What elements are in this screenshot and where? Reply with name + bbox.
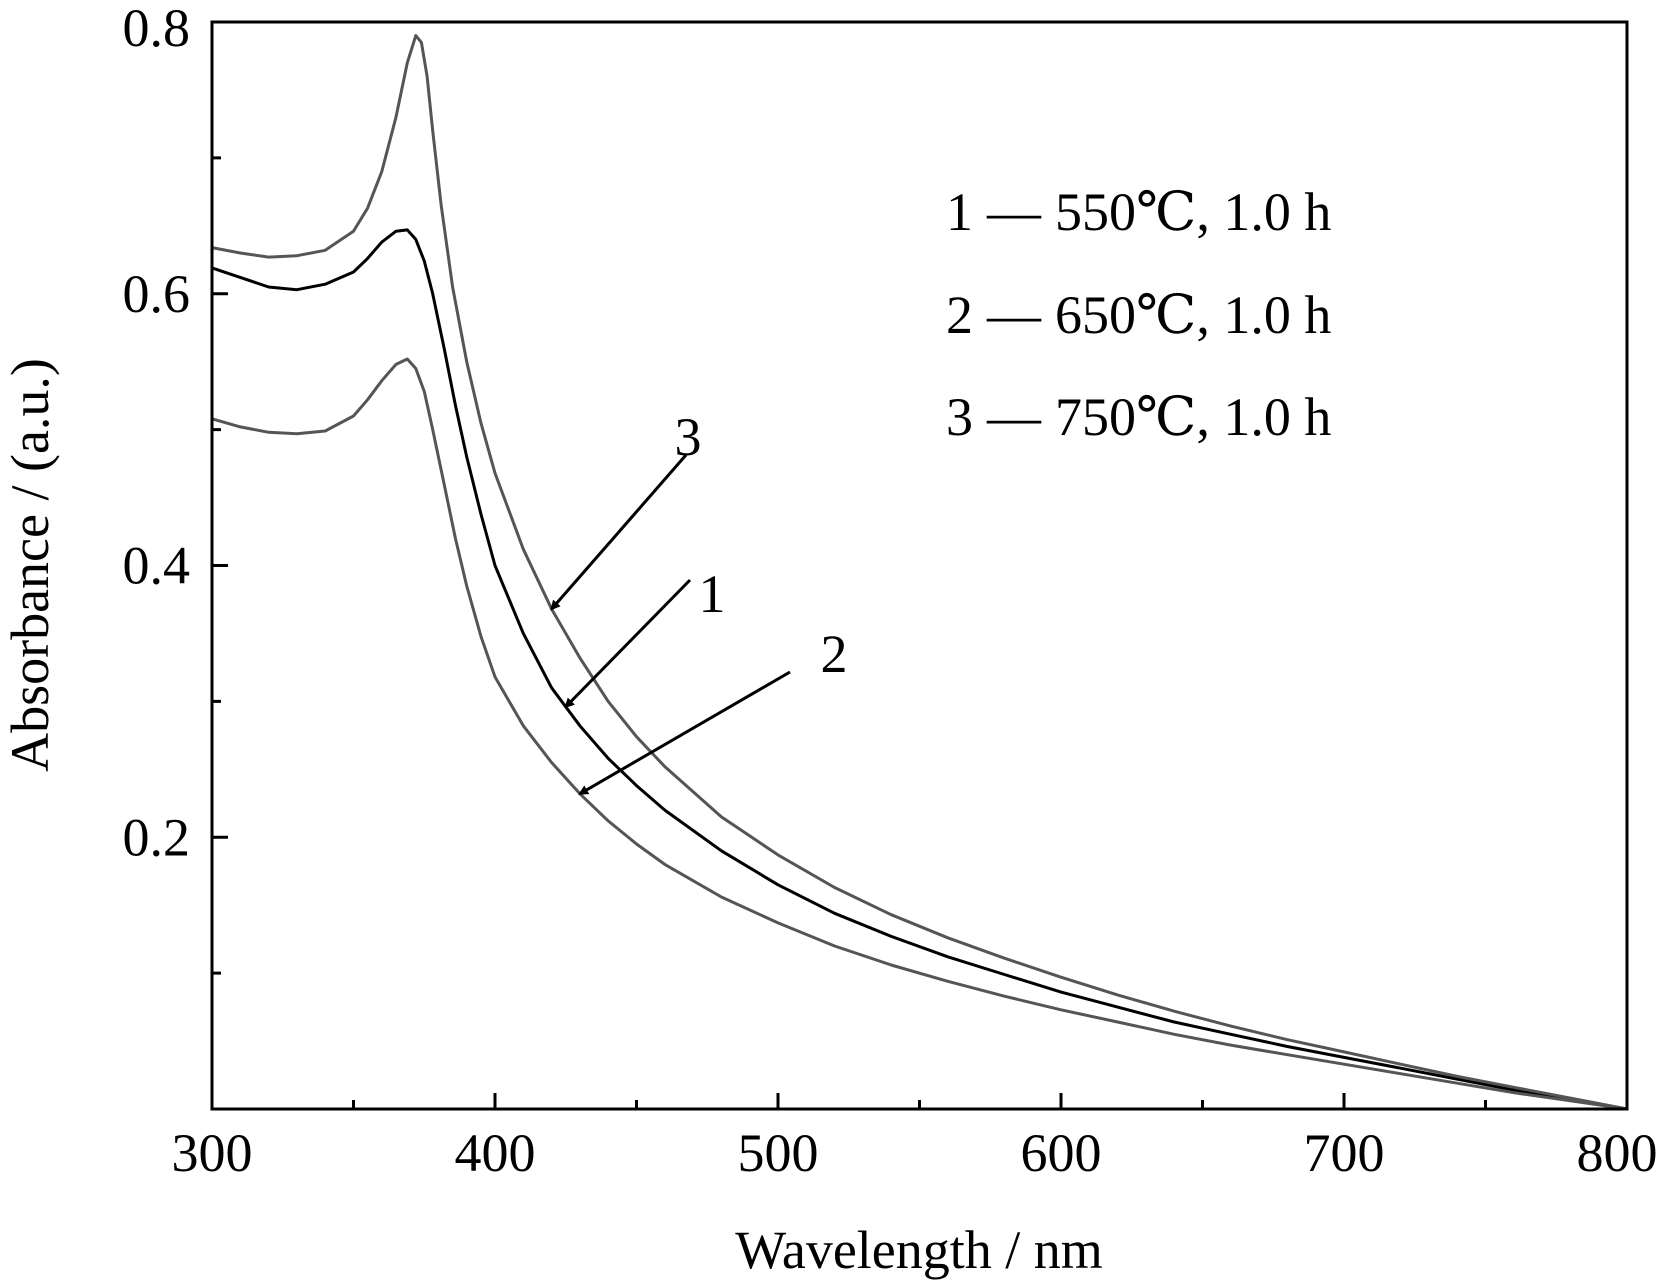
- annotation-label-1: 1: [699, 564, 726, 624]
- legend-entry-3: 3—750℃, 1.0 h: [946, 387, 1331, 447]
- tick-layer: [212, 156, 1487, 1109]
- series-line-1: [211, 228, 1628, 1111]
- legend-entry-1: 1—550℃, 1.0 h: [946, 182, 1331, 242]
- annotation-arrow-1: [564, 578, 692, 709]
- x-tick-label: 700: [1304, 1123, 1385, 1183]
- annotation-arrow-3: [550, 454, 688, 611]
- y-tick-label: 0.8: [123, 0, 191, 58]
- annotation-arrow-2: [578, 670, 791, 796]
- series-layer: [211, 34, 1628, 1111]
- y-tick-label: 0.6: [123, 264, 191, 324]
- annotation-label-3: 3: [675, 407, 702, 467]
- x-tick-label: 800: [1577, 1123, 1658, 1183]
- y-axis-label: Absorbance / (a.u.): [0, 358, 60, 772]
- y-tick-label: 0.4: [123, 536, 191, 596]
- tick-label-layer: 300 400 500 600 700 800 0.2 0.4 0.6 0.8: [123, 0, 1658, 1183]
- annotation-layer: 3 1 2: [550, 407, 848, 796]
- y-tick-label: 0.2: [123, 807, 191, 867]
- x-axis-label: Wavelength / nm: [735, 1220, 1103, 1280]
- legend-entry-2: 2—650℃, 1.0 h: [946, 285, 1331, 345]
- x-tick-label: 400: [455, 1123, 536, 1183]
- x-tick-label: 500: [738, 1123, 819, 1183]
- x-tick-label: 300: [172, 1123, 253, 1183]
- series-line-2: [211, 357, 1628, 1111]
- x-tick-label: 600: [1021, 1123, 1102, 1183]
- series-line-3: [211, 34, 1628, 1111]
- annotation-label-2: 2: [821, 624, 848, 684]
- legend: 1—550℃, 1.0 h 2—650℃, 1.0 h 3—750℃, 1.0 …: [946, 182, 1331, 447]
